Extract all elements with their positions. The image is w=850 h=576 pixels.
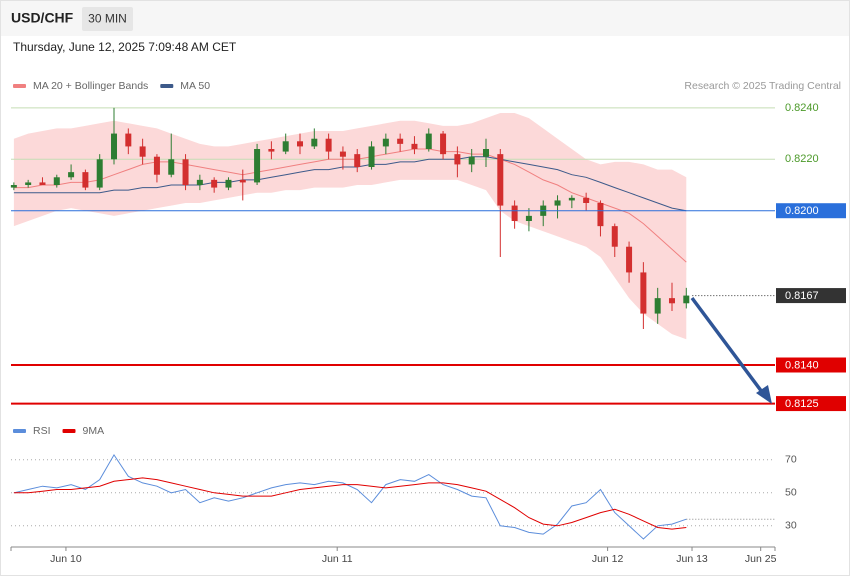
candle-body	[211, 179, 218, 188]
candle-body	[354, 154, 361, 167]
candle-body	[382, 138, 389, 147]
y-tick-label: 0.8240	[785, 102, 819, 114]
forecast-arrow	[690, 296, 764, 394]
candle-body	[654, 298, 661, 314]
legend-label: 9MA	[83, 425, 105, 437]
datetime: Thursday, June 12, 2025 7:09:48 AM CET	[13, 40, 237, 54]
level-label: 0.8167	[785, 290, 819, 302]
interval-box[interactable]	[82, 7, 133, 31]
candle-body	[325, 138, 332, 152]
candle-body	[254, 149, 261, 183]
candle-body	[468, 156, 475, 165]
candle-body	[525, 215, 532, 221]
legend-swatch	[13, 84, 26, 88]
candle-body	[583, 197, 590, 203]
candle-body	[554, 200, 561, 206]
x-tick-label: Jun 10	[50, 553, 82, 565]
candle-body	[182, 159, 189, 185]
candle-body	[397, 138, 404, 144]
level-box	[776, 288, 846, 304]
level-box	[776, 357, 846, 373]
candle-body	[225, 179, 232, 188]
candle-body	[153, 156, 160, 175]
y-tick-label: 50	[785, 487, 797, 499]
symbol: USD/CHF	[11, 10, 74, 26]
interval[interactable]: 30 MIN	[88, 12, 127, 26]
x-tick-label: Jun 25	[745, 553, 777, 565]
rsi-line	[13, 453, 687, 540]
x-tick-label: Jun 12	[592, 553, 624, 565]
candle-body	[511, 205, 518, 221]
x-tick-label: Jun 11	[322, 553, 353, 565]
level-label: 0.8140	[785, 359, 819, 371]
candle-body	[82, 172, 89, 188]
candle-body	[368, 146, 375, 167]
candle-body	[268, 149, 275, 152]
legend-label: MA 50	[180, 80, 210, 92]
candle-body	[425, 133, 432, 149]
y-tick-label: 0.8220	[785, 153, 819, 165]
legend-swatch	[62, 429, 76, 433]
candle-body	[683, 295, 690, 304]
y-tick-label: 30	[785, 520, 797, 532]
ma-line	[13, 156, 687, 212]
credit: Research © 2025 Trading Central	[684, 80, 841, 92]
candle-body	[10, 185, 17, 188]
candle-body	[297, 141, 304, 147]
bollinger-band	[13, 113, 687, 340]
level-box	[776, 203, 846, 219]
candle-body	[39, 182, 46, 185]
candle-body	[568, 197, 575, 201]
candle-body	[125, 133, 132, 147]
candle-body	[597, 203, 604, 227]
legend-label: RSI	[33, 425, 51, 437]
candle-body	[25, 182, 32, 185]
candle-body	[611, 226, 618, 247]
candle-body	[139, 146, 146, 157]
candle-body	[96, 159, 103, 188]
ma-line	[13, 148, 687, 263]
candle-body	[497, 154, 504, 206]
candle-body	[339, 151, 346, 157]
candle-body	[111, 133, 118, 160]
x-tick-label: Jun 13	[676, 553, 708, 565]
candle-body	[640, 272, 647, 314]
level-box	[776, 396, 846, 412]
candle-body	[311, 138, 318, 147]
y-tick-label: 70	[785, 454, 797, 466]
forecast-arrowhead	[756, 385, 772, 404]
candle-body	[196, 179, 203, 185]
candle-body	[53, 177, 60, 185]
candle-body	[482, 149, 489, 157]
level-label: 0.8200	[785, 205, 819, 217]
candle-body	[454, 154, 461, 165]
candle-body	[68, 172, 75, 178]
legend-swatch	[160, 84, 174, 88]
candle-body	[168, 159, 175, 175]
header-bar	[1, 1, 849, 36]
candle-body	[282, 141, 289, 152]
legend-swatch	[13, 429, 26, 433]
legend-label: MA 20 + Bollinger Bands	[33, 80, 148, 92]
level-label: 0.8125	[785, 398, 819, 410]
candle-body	[626, 246, 633, 273]
candle-body	[668, 298, 675, 304]
candle-body	[239, 179, 246, 183]
rsi-line	[13, 477, 687, 530]
candle-body	[411, 143, 418, 149]
candle-body	[440, 133, 447, 155]
